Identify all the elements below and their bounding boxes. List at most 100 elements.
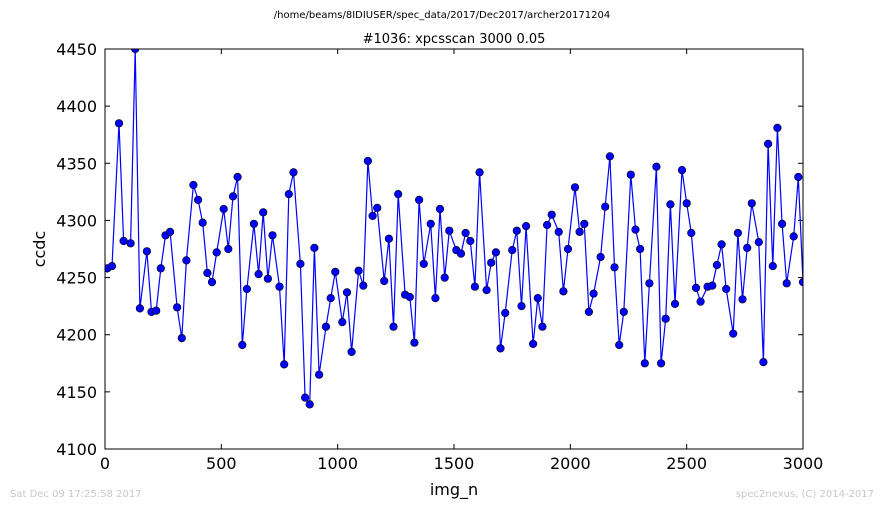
data-point	[296, 259, 305, 269]
axis-ticks: 0 500 1000 1500 2000 2500 3000 4100 4150 4200 4250…	[56, 40, 823, 473]
data-point	[440, 273, 449, 282]
y-tick-label: 4100	[56, 440, 97, 459]
data-point	[238, 340, 247, 350]
x-tick-label: 0	[100, 454, 110, 473]
data-point	[435, 204, 445, 214]
data-point	[142, 247, 151, 256]
data-point	[177, 334, 186, 343]
data-point	[661, 314, 670, 323]
data-point	[619, 307, 628, 317]
data-point	[242, 284, 251, 294]
data-point	[405, 292, 414, 302]
data-point	[547, 210, 556, 219]
data-point	[652, 162, 661, 171]
data-point	[321, 322, 331, 331]
data-point	[135, 304, 144, 313]
data-point	[508, 246, 517, 255]
x-tick-label: 3000	[783, 454, 824, 473]
data-point	[777, 219, 787, 228]
data-point	[640, 359, 649, 368]
data-point	[554, 227, 563, 236]
data-point	[259, 208, 268, 217]
data-point	[656, 359, 666, 368]
data-point	[584, 307, 594, 317]
data-point	[729, 329, 738, 338]
data-point	[759, 358, 768, 367]
data-point	[559, 287, 568, 296]
data-point	[521, 222, 531, 231]
chart-title: #1036: xpcsscan 3000 0.05	[363, 32, 546, 47]
data-point	[708, 281, 717, 290]
y-tick-label: 4400	[56, 97, 97, 116]
y-tick-label: 4200	[56, 326, 97, 345]
data-point	[354, 266, 363, 275]
data-point	[212, 248, 221, 257]
data-point	[203, 268, 212, 278]
data-point	[389, 322, 398, 331]
data-point	[687, 228, 696, 238]
data-point	[635, 244, 645, 254]
data-point	[466, 236, 475, 246]
data-point	[394, 190, 403, 199]
data-point	[682, 199, 691, 208]
data-point	[284, 190, 293, 199]
data-point	[166, 227, 175, 236]
data-point	[249, 219, 258, 228]
data-point	[645, 279, 654, 288]
data-point	[754, 238, 763, 247]
data-point	[691, 283, 701, 293]
data-point	[782, 279, 791, 288]
data-point	[182, 256, 191, 265]
data-point	[224, 244, 233, 254]
data-point	[475, 168, 484, 177]
data-point	[254, 270, 263, 279]
data-point	[431, 294, 440, 303]
data-point	[342, 288, 352, 297]
y-tick-label: 4450	[56, 40, 97, 59]
data-point	[631, 225, 640, 234]
data-point	[738, 295, 747, 304]
data-point	[601, 202, 610, 211]
data-point	[410, 338, 419, 347]
data-point	[380, 276, 389, 286]
data-point	[575, 227, 584, 236]
data-point	[305, 400, 314, 409]
data-point	[415, 195, 424, 204]
data-point	[461, 228, 470, 238]
series-line	[107, 49, 803, 407]
data-point	[533, 294, 542, 303]
data-point	[768, 262, 777, 271]
data-point	[280, 360, 289, 369]
data-point	[773, 123, 782, 132]
data-point	[538, 322, 547, 331]
x-tick-label: 2000	[550, 454, 591, 473]
data-point	[119, 236, 128, 246]
data-point	[677, 166, 687, 175]
data-point	[696, 297, 705, 306]
data-point	[496, 344, 505, 353]
data-point	[717, 240, 726, 249]
data-point	[275, 282, 284, 291]
data-point	[107, 262, 117, 271]
data-point	[512, 226, 521, 235]
x-tick-label: 500	[206, 454, 237, 473]
data-point	[152, 306, 161, 315]
data-point	[263, 274, 273, 283]
data-point	[470, 282, 480, 291]
data-point	[570, 183, 580, 192]
data-point	[491, 248, 501, 257]
data-point	[228, 192, 238, 201]
data-point	[268, 231, 277, 240]
data-point	[482, 286, 491, 295]
data-point	[207, 278, 217, 287]
data-point	[198, 218, 207, 227]
plot-frame	[104, 48, 804, 450]
x-axis-label: img_n	[430, 480, 478, 500]
data-point	[219, 204, 228, 214]
data-point	[747, 199, 756, 208]
data-point	[426, 219, 435, 228]
data-point	[189, 180, 198, 190]
data-point	[589, 289, 598, 298]
x-tick-label: 2500	[666, 454, 707, 473]
data-point	[347, 347, 356, 357]
